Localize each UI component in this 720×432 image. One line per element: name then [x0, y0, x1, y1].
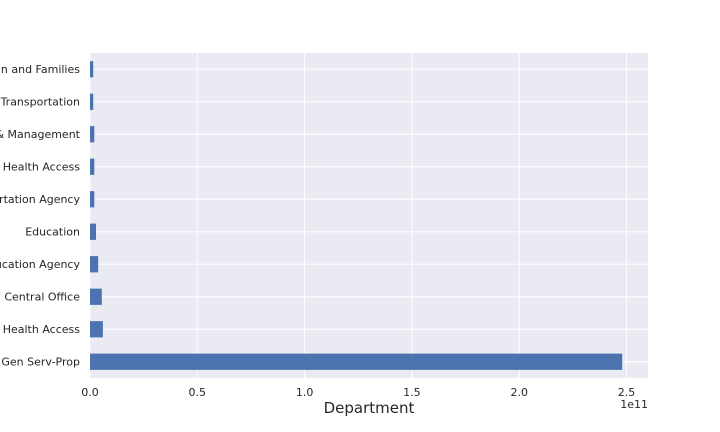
y-tick-label-4: Education	[25, 225, 80, 238]
y-tick-label-9: n and Families	[1, 63, 80, 76]
plot-background	[90, 53, 648, 378]
x-tick-label-3: 1.5	[403, 386, 421, 399]
y-tick-label-8: Transportation	[0, 95, 80, 108]
y-tick-label-3: ucation Agency	[0, 258, 80, 271]
x-tick-label-1: 0.5	[189, 386, 207, 399]
x-axis-title: Department	[324, 399, 415, 417]
bar-9	[90, 61, 94, 78]
bar-5	[90, 191, 95, 208]
y-tick-label-0: Gen Serv-Prop	[1, 355, 80, 368]
y-tick-label-6: Health Access	[3, 160, 81, 173]
x-tick-label-5: 2.5	[618, 386, 636, 399]
y-tick-label-1: Health Access	[3, 323, 81, 336]
bar-3	[90, 256, 99, 273]
bar-7	[90, 126, 95, 143]
y-tick-label-2: Central Office	[4, 290, 80, 303]
bar-8	[90, 93, 94, 110]
y-tick-label-7: & Management	[0, 128, 81, 141]
x-axis-offset-label: 1e11	[620, 398, 648, 411]
bar-2	[90, 288, 102, 305]
bar-4	[90, 223, 97, 240]
bars	[90, 61, 623, 370]
x-tick-label-2: 1.0	[296, 386, 314, 399]
x-tick-label-4: 2.0	[510, 386, 528, 399]
x-tick-labels: 0.0 0.5 1.0 1.5 2.0 2.5	[81, 386, 635, 399]
bar-0	[90, 353, 623, 370]
x-tick-label-0: 0.0	[81, 386, 99, 399]
y-tick-labels: Gen Serv-Prop Health Access Central Office…	[0, 63, 81, 369]
bar-1	[90, 321, 103, 338]
grid-lines	[89, 53, 648, 378]
bar-6	[90, 158, 95, 175]
y-tick-label-5: rtation Agency	[0, 193, 80, 206]
